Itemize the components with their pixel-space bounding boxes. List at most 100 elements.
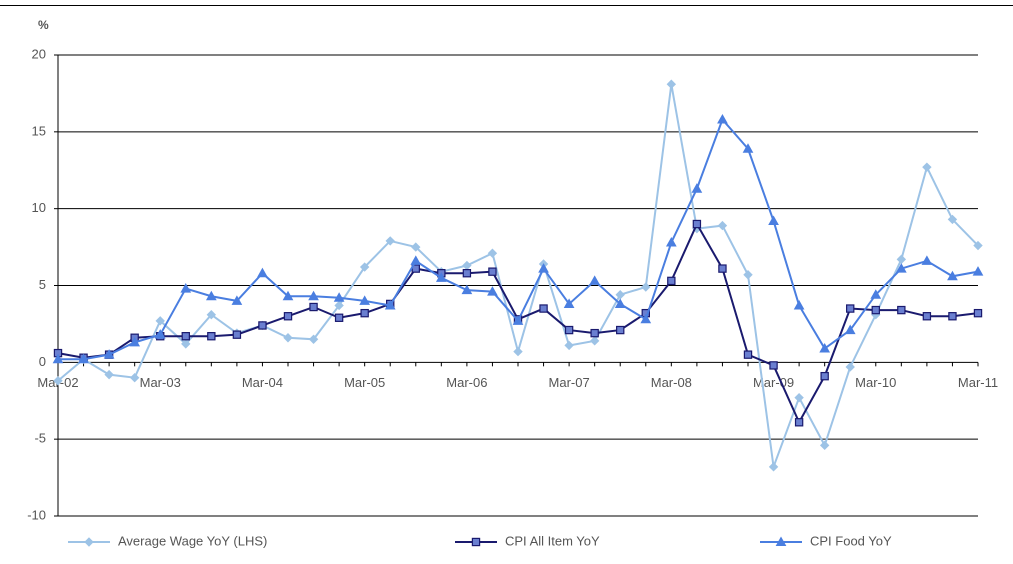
marker [692,219,702,229]
x-tick-label: Mar-11 [958,375,998,390]
marker [616,325,625,335]
marker [794,418,804,427]
marker [104,369,114,380]
marker [666,79,677,89]
marker [435,272,447,282]
marker [972,266,984,276]
marker [665,236,677,247]
marker [84,537,94,547]
marker [563,298,575,308]
y-tick-label: -5 [34,431,46,446]
marker [471,537,481,547]
marker [743,270,753,280]
y-tick-label: 5 [39,277,46,292]
marker [973,308,983,318]
marker [410,255,422,265]
marker [103,349,115,359]
series-line [57,84,979,468]
marker [283,312,293,321]
marker [742,143,754,153]
marker [948,312,957,321]
marker [717,220,728,231]
y-tick-label: -10 [27,507,46,522]
marker [640,313,652,324]
marker [895,263,907,273]
x-tick-label: Mar-09 [753,375,794,390]
marker [232,330,242,339]
marker [487,286,498,296]
marker [846,304,855,313]
marker [462,269,472,278]
marker [794,392,804,403]
marker [539,304,548,313]
marker [819,342,831,353]
marker [155,316,165,326]
marker [282,290,294,301]
x-tick-label: Mar-04 [242,375,283,390]
marker [896,254,907,265]
marker [52,353,64,364]
marker [462,260,472,271]
marker [564,340,574,351]
marker [154,329,166,339]
marker [513,346,523,357]
marker [614,298,626,308]
marker [360,308,369,318]
marker [589,275,601,285]
marker [947,214,958,225]
marker [922,312,932,321]
marker [308,290,319,301]
y-tick-label: 10 [32,200,46,215]
marker [717,114,728,124]
marker [359,262,370,272]
marker [129,372,140,383]
marker [691,183,703,193]
marker [207,332,216,341]
marker [257,267,268,278]
y-axis-label: % [38,18,49,32]
marker [871,305,880,315]
marker [334,313,344,322]
x-tick-label: Mar-07 [549,375,590,390]
x-tick-label: Mar-03 [140,375,181,390]
legend-label: CPI All Item YoY [505,533,600,548]
x-tick-label: Mar-05 [344,375,385,390]
marker [743,350,753,359]
marker [768,462,779,472]
marker [947,270,958,281]
x-tick-label: Mar-06 [446,375,487,390]
marker [820,371,829,381]
marker [384,299,396,310]
marker [667,276,676,286]
marker [488,267,497,276]
y-tick-label: 15 [32,123,46,138]
marker [181,339,191,349]
marker [589,336,600,346]
marker [487,248,498,258]
marker [309,302,318,312]
marker [512,315,524,325]
marker [258,321,267,330]
marker [921,255,933,265]
marker [385,236,395,246]
marker [181,332,190,341]
marker [564,325,574,335]
marker [53,376,63,386]
marker [973,240,983,251]
y-tick-label: 20 [32,46,46,61]
marker [180,283,192,293]
marker [615,290,625,300]
marker [129,336,141,347]
marker [922,162,932,172]
marker [205,290,217,301]
legend-label: CPI Food YoY [810,533,892,548]
y-tick-label: 0 [39,354,46,369]
legend-label: Average Wage YoY (LHS) [118,533,267,548]
marker [819,440,830,451]
marker [359,295,371,305]
marker [718,264,727,273]
marker [333,292,345,302]
marker [845,362,855,372]
marker [769,361,778,370]
